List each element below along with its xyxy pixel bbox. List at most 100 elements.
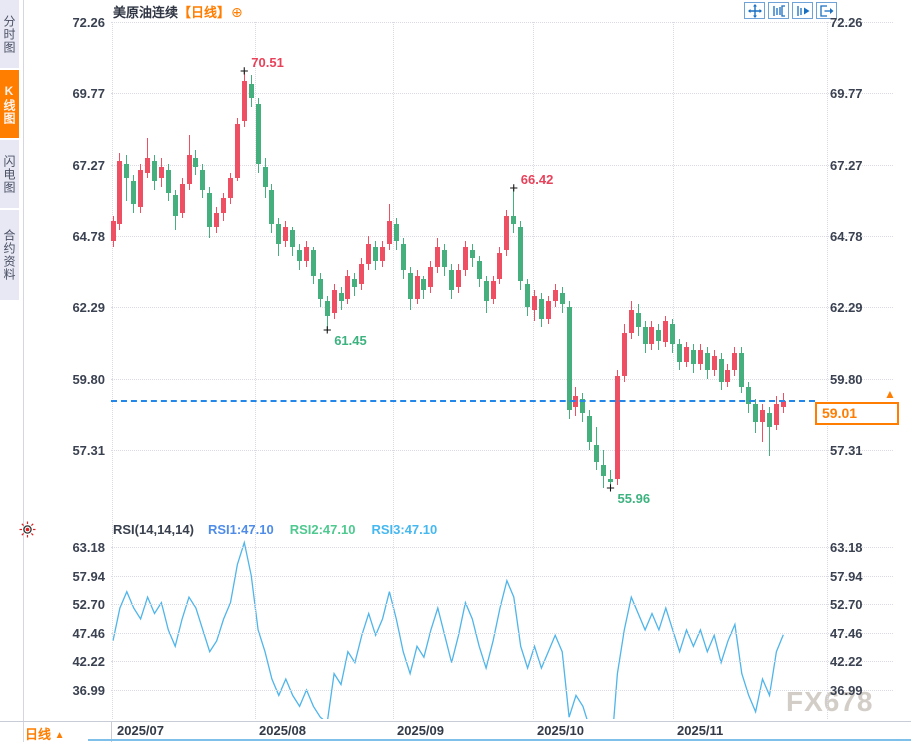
candle [297,249,303,262]
candle [227,178,233,199]
candle [746,387,752,405]
rsi-tick-label-right: 63.18 [830,540,863,555]
candle [525,284,531,308]
price-tick-label-right: 69.77 [830,86,863,101]
candle [621,332,627,376]
price-tick-label: 64.78 [72,229,105,244]
candle [497,252,503,279]
candle [248,83,254,99]
candle [594,444,600,462]
candle [276,224,282,245]
candle [345,275,351,299]
candle [283,226,289,242]
candle [262,166,268,187]
rsi-tick-label: 42.22 [72,654,105,669]
candle [359,264,365,285]
rsi-tick-label: 57.94 [72,569,105,584]
zoom-range-icon[interactable] [768,2,789,19]
candle [580,398,586,414]
candle [628,310,634,333]
pan-crosshair-icon[interactable] [744,2,765,19]
period-selector-label: 日线 [25,727,52,742]
candle [317,278,323,299]
gridline-horizontal [111,165,893,166]
candle [324,301,330,316]
candle [670,324,676,345]
candle [352,278,358,288]
annotation-price-label: 61.45 [334,333,367,349]
candle [504,215,510,250]
candle [614,375,620,479]
candle [400,244,406,270]
candle [483,281,489,302]
bottom-divider [111,721,112,742]
exit-chart-icon[interactable] [816,2,837,19]
gridline-horizontal [111,450,893,451]
candle [545,301,551,319]
rsi-panel[interactable] [24,524,911,719]
candle [760,410,766,422]
candle [732,352,738,371]
add-compare-icon[interactable]: ⊕ [231,4,243,20]
rsi-tick-label-right: 42.22 [830,654,863,669]
candle-wick [762,404,764,442]
candle [518,226,524,282]
chart-toolbar [744,2,837,19]
candle [711,355,717,371]
rsi-tick-label-right: 52.70 [830,597,863,612]
annotation-cross-marker: + [322,322,332,340]
candle [608,478,614,482]
sidebar-item-lightning-chart[interactable]: 闪电图 [0,140,19,208]
price-tick-label-right: 59.80 [830,372,863,387]
candle [601,464,607,477]
candle [131,181,137,205]
sidebar-item-timeshare-chart[interactable]: 分时图 [0,0,19,68]
candle [393,224,399,242]
candle [773,404,779,425]
rsi3-value-label: RSI3:47.10 [371,522,438,537]
candle [469,249,475,259]
candle [407,272,413,299]
candle [414,275,420,299]
period-selector[interactable]: 日线 ▲ [25,724,65,742]
candle [124,164,130,179]
candle [566,307,572,411]
rsi-tick-label-right: 47.46 [830,626,863,641]
x-axis-label: 2025/11 [677,723,724,738]
candle [303,247,309,262]
current-price-line [111,400,815,403]
playback-icon[interactable] [792,2,813,19]
gridline-vertical [673,22,674,719]
candle [234,123,240,179]
indicator-settings-icon[interactable] [19,521,36,543]
candle [151,161,157,182]
rsi-tick-label: 63.18 [72,540,105,555]
price-tick-label: 72.26 [72,15,105,30]
candle [559,292,565,305]
candle [552,289,558,302]
annotation-price-label: 70.51 [251,55,284,71]
candle [538,298,544,319]
candle [490,281,496,299]
price-tick-label-right: 67.27 [830,158,863,173]
candle [739,352,745,388]
current-price-box: 59.01 [815,402,899,426]
candle [241,80,247,122]
annotation-price-label: 66.42 [520,172,554,188]
candle [165,169,171,193]
candle [386,221,392,245]
candle [511,215,517,225]
candle [193,158,199,167]
candle [110,221,116,242]
period-selector-arrow-icon: ▲ [54,730,65,741]
candle [379,247,385,262]
price-tick-label: 69.77 [72,86,105,101]
price-tick-label-right: 62.29 [830,300,863,315]
sidebar-item-contract-info[interactable]: 合约资料 [0,210,19,300]
annotation-cross-marker: + [606,479,615,497]
sidebar-border [23,0,24,742]
rsi-params-label: RSI(14,14,14) [113,522,194,537]
sidebar: 分时图 K线图闪电图合约资料 [0,0,19,742]
price-tick-label-right: 57.31 [830,443,863,458]
sidebar-item-kline-chart[interactable]: K线图 [0,70,19,138]
